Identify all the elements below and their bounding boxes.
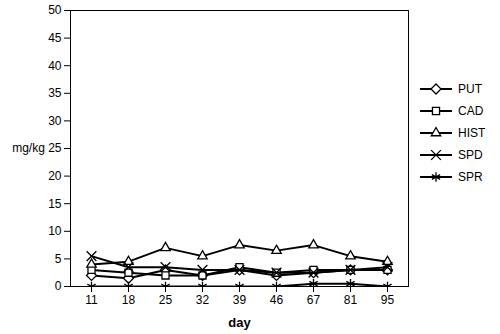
svg-text:30: 30 xyxy=(48,114,62,128)
svg-text:95: 95 xyxy=(381,293,395,307)
svg-text:39: 39 xyxy=(233,293,247,307)
svg-text:mg/kg: mg/kg xyxy=(12,141,45,155)
svg-text:67: 67 xyxy=(307,293,321,307)
html-text:PUT: PUT xyxy=(458,82,482,96)
svg-text:35: 35 xyxy=(48,86,62,100)
svg-text:50: 50 xyxy=(48,3,62,17)
svg-text:0: 0 xyxy=(55,279,62,293)
html-text:SPR: SPR xyxy=(458,170,483,184)
svg-text:40: 40 xyxy=(48,59,62,73)
svg-text:day: day xyxy=(228,315,251,330)
svg-text:5: 5 xyxy=(55,252,62,266)
html-text:SPD: SPD xyxy=(458,148,483,162)
svg-text:81: 81 xyxy=(344,293,358,307)
svg-text:10: 10 xyxy=(48,224,62,238)
svg-text:20: 20 xyxy=(48,169,62,183)
svg-text:46: 46 xyxy=(270,293,284,307)
svg-text:18: 18 xyxy=(122,293,136,307)
svg-text:11: 11 xyxy=(85,293,98,307)
html-text:HIST: HIST xyxy=(458,126,486,140)
svg-text:15: 15 xyxy=(48,197,62,211)
svg-text:45: 45 xyxy=(48,31,62,45)
svg-text:25: 25 xyxy=(159,293,173,307)
svg-text:32: 32 xyxy=(196,293,210,307)
html-text:CAD: CAD xyxy=(458,104,484,118)
svg-text:25: 25 xyxy=(48,141,62,155)
